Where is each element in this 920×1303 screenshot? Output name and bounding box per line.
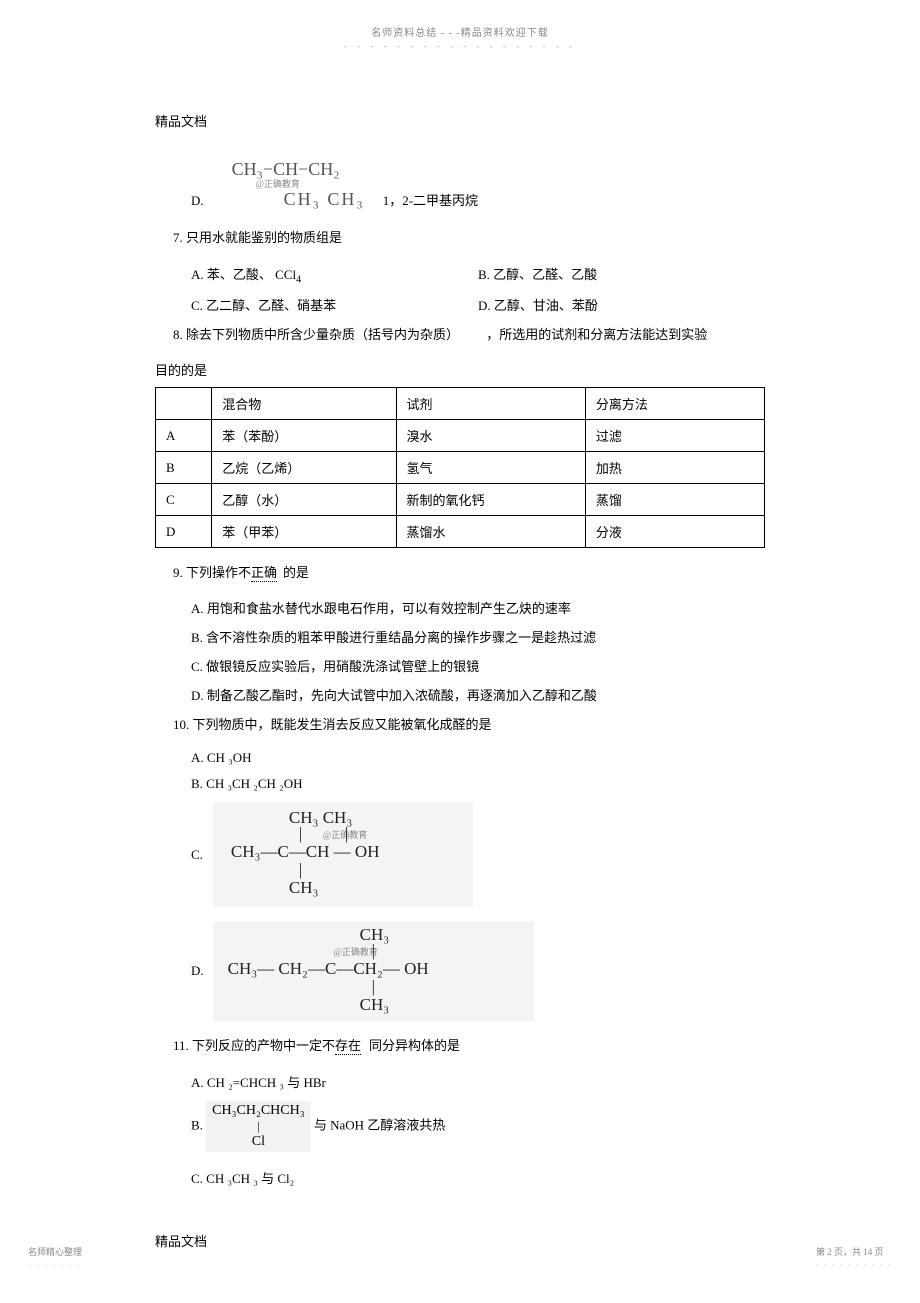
q8-r2c3: 蒸馏 xyxy=(585,484,764,516)
q6-d-name: 1，2-二甲基丙烷 xyxy=(383,190,478,209)
q10-C-line2: CH₃—C—CH — OH xyxy=(231,842,380,862)
q9-D: D. 制备乙酸乙酯时，先向大试管中加入浓硫酸，再逐滴加入乙醇和乙酸 xyxy=(191,685,765,704)
footer-left-text: 名师精心整理 xyxy=(28,1245,82,1258)
q10-D-line2: CH₃— CH₂—C—CH₂— OH xyxy=(228,959,429,979)
q6-formula-line1: CH₃−CH−CH₂ xyxy=(232,160,365,180)
q11-text-u: 存在 xyxy=(335,1038,361,1055)
q7-B: B. 乙醇、乙醛、乙酸 xyxy=(478,264,765,286)
table-header-row: 混合物 试剂 分离方法 xyxy=(156,388,765,420)
q10-B: B. CH ₃CH ₂CH ₂OH xyxy=(191,776,765,792)
q6-d-formula: CH₃−CH−CH₂ @正确教育 CH₃ CH₃ xyxy=(232,160,365,209)
q8-th-3: 分离方法 xyxy=(585,388,764,420)
q7-A-text: A. 苯、乙酸、 CCl xyxy=(191,267,296,282)
q10-C-bond3: | xyxy=(299,860,302,880)
q8: 8. 除去下列物质中所含少量杂质（括号内为杂质） ，所选用的试剂和分离方法能达到… xyxy=(173,324,765,346)
q10-D-line3: CH₃ xyxy=(360,995,390,1015)
q8-r3c3: 分液 xyxy=(585,516,764,548)
section-label-bottom: 精品文档 xyxy=(155,1231,765,1250)
footer-right-text: 第 2 页，共 14 页 xyxy=(816,1245,892,1258)
q11-B-bot: Cl xyxy=(212,1134,304,1150)
q9-C: C. 做银镜反应实验后，用硝酸洗涤试管壁上的银镜 xyxy=(191,656,765,675)
q8-r3c2: 蒸馏水 xyxy=(396,516,585,548)
q7-A-sub: 4 xyxy=(296,274,301,285)
q9-text-a: 9. 下列操作不 xyxy=(173,565,251,580)
q7-D: D. 乙醇、甘油、苯酚 xyxy=(478,295,765,314)
q8-th-0 xyxy=(156,388,212,420)
q8-th-2: 试剂 xyxy=(396,388,585,420)
q11-B: B. CH₃CH₂CHCH₃ | Cl 与 NaOH 乙醇溶液共热 xyxy=(191,1101,765,1152)
q8-table: 混合物 试剂 分离方法 A 苯（苯酚） 溴水 过滤 B 乙烷（乙烯） 氢气 加热… xyxy=(155,387,765,548)
q11-B-bond: | xyxy=(212,1119,304,1134)
q10-text: 10. 下列物质中，既能发生消去反应又能被氧化成醛的是 xyxy=(173,717,492,732)
page-top-dots: - - - - - - - - - - - - - - - - - - xyxy=(0,41,920,51)
table-row: C 乙醇（水） 新制的氧化钙 蒸馏 xyxy=(156,484,765,516)
q8-r3c1: 苯（甲苯） xyxy=(212,516,396,548)
q8-r2c1: 乙醇（水） xyxy=(212,484,396,516)
q10-D-bond2: | xyxy=(372,977,375,997)
q7-row1: A. 苯、乙酸、 CCl4 B. 乙醇、乙醛、乙酸 xyxy=(191,264,765,286)
footer-right: 第 2 页，共 14 页 . . . . . . . . . . xyxy=(816,1245,892,1267)
q10-C: C. CH₃ CH₃ @正确教育 | | CH₃—C—CH — OH | CH₃ xyxy=(191,802,765,907)
q9: 9. 下列操作不正确的是 xyxy=(173,562,765,584)
q8-text-c: 目的的是 xyxy=(155,360,765,379)
table-row: B 乙烷（乙烯） 氢气 加热 xyxy=(156,452,765,484)
q11: 11. 下列反应的产物中一定不存在同分异构体的是 xyxy=(173,1035,765,1057)
q8-text-a: 8. 除去下列物质中所含少量杂质（括号内为杂质） xyxy=(173,327,459,342)
q10-C-bond1: | xyxy=(299,824,302,844)
q10-D-bond1: | xyxy=(372,941,375,961)
q10-D-letter: D. xyxy=(191,963,204,979)
q8-r1c0: B xyxy=(156,452,212,484)
q10-C-line3: CH₃ xyxy=(289,878,319,898)
q7-C: C. 乙二醇、乙醛、硝基苯 xyxy=(191,295,478,314)
q11-B-top: CH₃CH₂CHCH₃ xyxy=(212,1103,304,1119)
q11-B-letter: B. xyxy=(191,1117,203,1132)
q7-text: 7. 只用水就能鉴别的物质组是 xyxy=(173,227,765,249)
q8-th-1: 混合物 xyxy=(212,388,396,420)
table-row: A 苯（苯酚） 溴水 过滤 xyxy=(156,420,765,452)
q9-text-u: 正确 xyxy=(251,565,277,582)
q8-r2c0: C xyxy=(156,484,212,516)
q10-C-bond2: | xyxy=(345,824,348,844)
q7: 7. 只用水就能鉴别的物质组是 xyxy=(155,227,765,249)
q10-C-letter: C. xyxy=(191,847,203,863)
section-label-top: 精品文档 xyxy=(155,111,765,130)
q8-r1c2: 氢气 xyxy=(396,452,585,484)
footer-left-dots: . . . . . . . xyxy=(28,1258,82,1267)
q10-C-structure: CH₃ CH₃ @正确教育 | | CH₃—C—CH — OH | CH₃ xyxy=(213,802,473,907)
q10-D-structure: CH₃ @正确教育 | CH₃— CH₂—C—CH₂— OH | CH₃ xyxy=(214,921,534,1021)
q6-d-letter: D. xyxy=(191,193,204,209)
q10-D: D. CH₃ @正确教育 | CH₃— CH₂—C—CH₂— OH | CH₃ xyxy=(191,921,765,1021)
q10: 10. 下列物质中，既能发生消去反应又能被氧化成醛的是 xyxy=(173,714,765,736)
q9-B: B. 含不溶性杂质的粗苯甲酸进行重结晶分离的操作步骤之一是趁热过滤 xyxy=(191,627,765,646)
q11-text-a: 11. 下列反应的产物中一定不 xyxy=(173,1038,335,1053)
page-top-header: 名师资料总结 - - -精品资料欢迎下载 xyxy=(0,0,920,39)
q8-r2c2: 新制的氧化钙 xyxy=(396,484,585,516)
content-area: 精品文档 D. CH₃−CH−CH₂ @正确教育 CH₃ CH₃ 1，2-二甲基… xyxy=(0,111,920,1250)
footer-right-dots: . . . . . . . . . . xyxy=(816,1258,892,1267)
q11-C: C. CH ₃CH ₃ 与 Cl₂ xyxy=(191,1168,765,1187)
q8-r3c0: D xyxy=(156,516,212,548)
q11-B-tail: 与 NaOH 乙醇溶液共热 xyxy=(314,1117,445,1132)
q11-B-formula: CH₃CH₂CHCH₃ | Cl xyxy=(206,1101,310,1152)
q8-r0c0: A xyxy=(156,420,212,452)
q7-A: A. 苯、乙酸、 CCl4 xyxy=(191,264,478,286)
q11-text-b: 同分异构体的是 xyxy=(369,1038,460,1053)
footer-left: 名师精心整理 . . . . . . . xyxy=(28,1245,82,1267)
q6-option-d: D. CH₃−CH−CH₂ @正确教育 CH₃ CH₃ 1，2-二甲基丙烷 xyxy=(191,160,765,209)
q8-text-b: ，所选用的试剂和分离方法能达到实验 xyxy=(486,327,707,342)
q11-A: A. CH ₂=CHCH ₃ 与 HBr xyxy=(191,1072,765,1091)
table-row: D 苯（甲苯） 蒸馏水 分液 xyxy=(156,516,765,548)
q8-r0c3: 过滤 xyxy=(585,420,764,452)
q8-r0c1: 苯（苯酚） xyxy=(212,420,396,452)
q8-r1c1: 乙烷（乙烯） xyxy=(212,452,396,484)
q10-A: A. CH ₃OH xyxy=(191,750,765,766)
q9-A: A. 用饱和食盐水替代水跟电石作用，可以有效控制产生乙炔的速率 xyxy=(191,598,765,617)
q8-r0c2: 溴水 xyxy=(396,420,585,452)
q7-row2: C. 乙二醇、乙醛、硝基苯 D. 乙醇、甘油、苯酚 xyxy=(191,295,765,314)
q6-formula-line2: CH₃ CH₃ xyxy=(284,190,365,210)
q8-r1c3: 加热 xyxy=(585,452,764,484)
q9-text-b: 的是 xyxy=(283,565,309,580)
